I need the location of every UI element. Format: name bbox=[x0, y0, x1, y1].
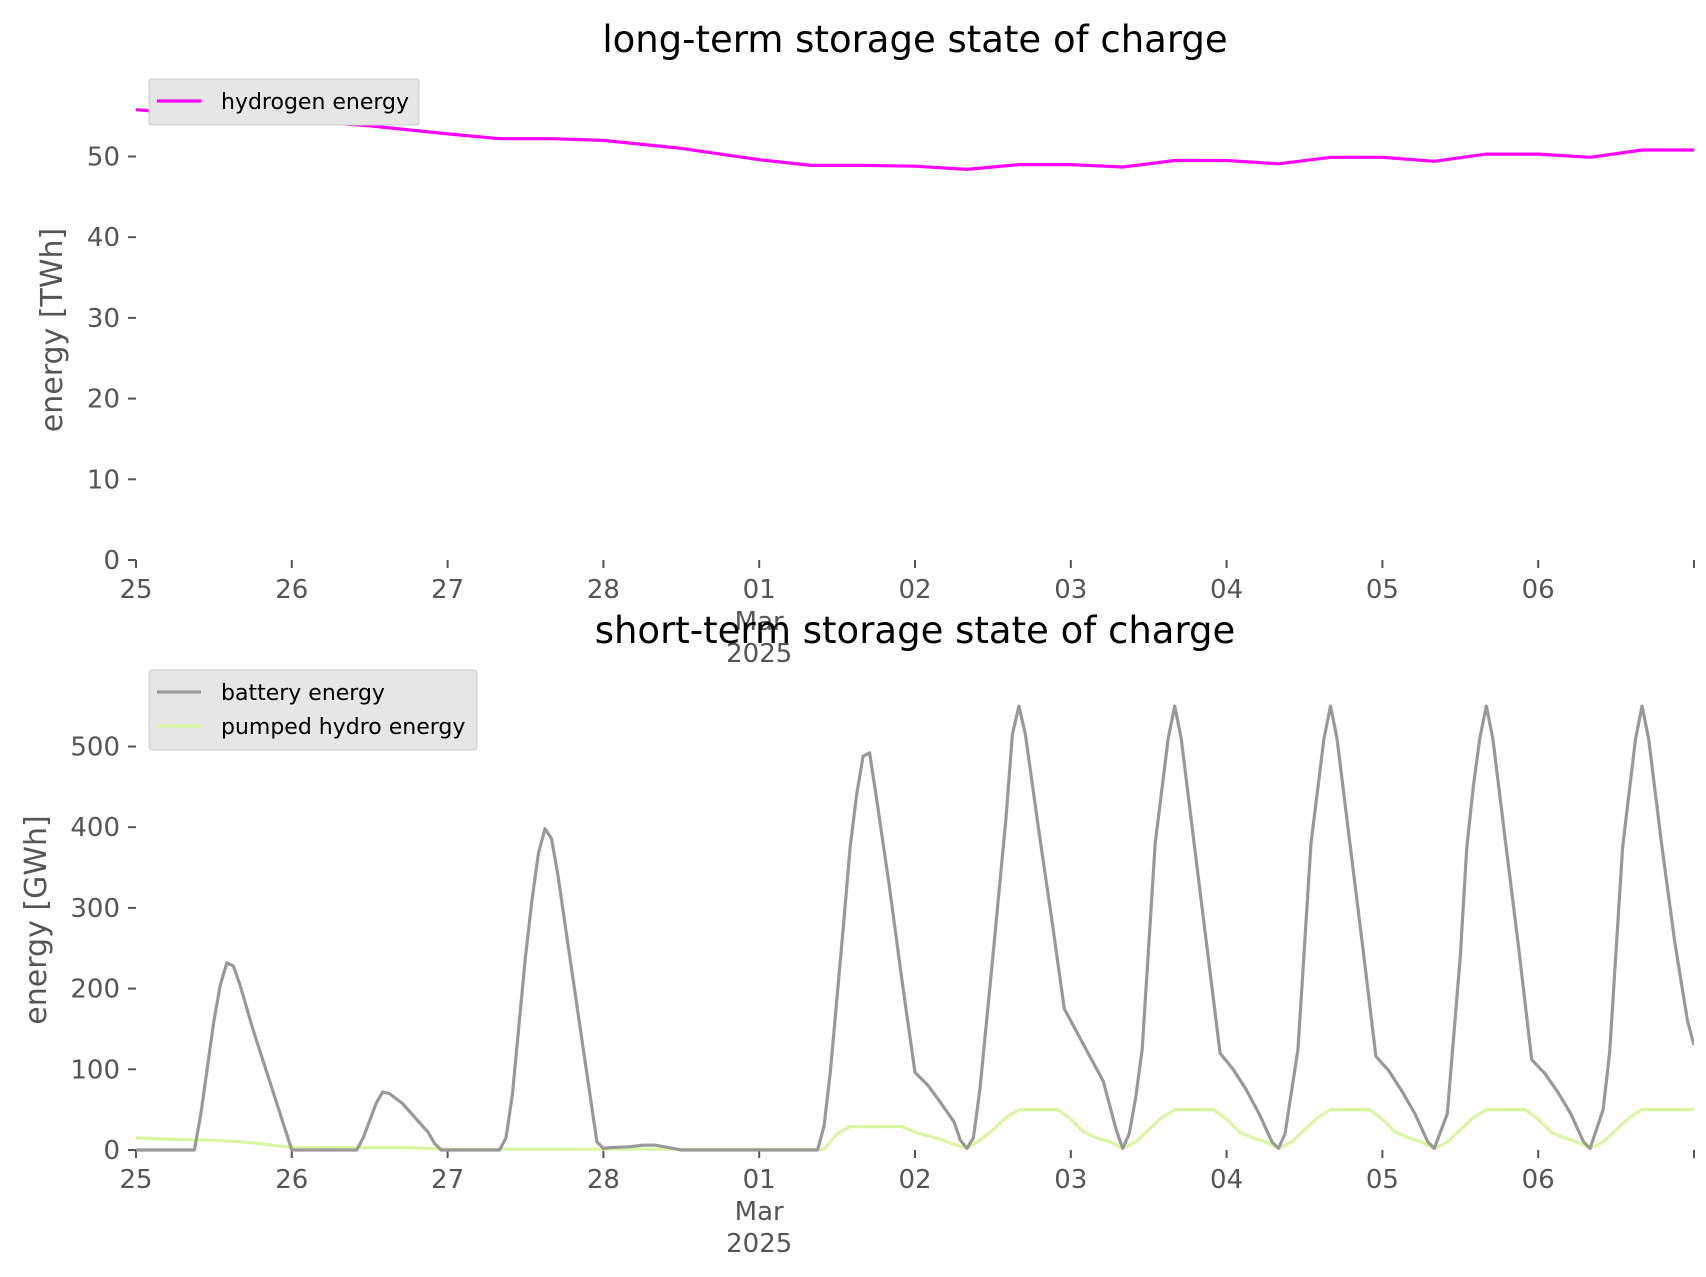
series-line-battery-energy bbox=[136, 704, 1694, 1152]
y-tick-label: 40 bbox=[87, 223, 120, 253]
x-tick-label: 04 bbox=[1210, 575, 1243, 605]
x-tick-label: 03 bbox=[1054, 1165, 1087, 1195]
chart-title: short-term storage state of charge bbox=[595, 609, 1236, 652]
x-tick-label: 25 bbox=[119, 575, 152, 605]
x-tick-label: 02 bbox=[898, 575, 931, 605]
chart-panel-2: short-term storage state of charge energy… bbox=[19, 609, 1695, 1259]
x-tick-year-label: 2025 bbox=[726, 1229, 792, 1259]
x-tick-label: 01 bbox=[743, 575, 776, 605]
legend-label: hydrogen energy bbox=[221, 90, 409, 115]
x-tick-label: 02 bbox=[898, 1165, 931, 1195]
y-tick-label: 30 bbox=[87, 304, 120, 334]
legend: battery energy pumped hydro energy bbox=[148, 669, 478, 751]
chart-panel-1: long-term storage state of charge energy … bbox=[35, 18, 1695, 669]
x-tick-year-label: 2025 bbox=[726, 639, 792, 669]
y-tick-label: 500 bbox=[70, 732, 120, 762]
y-tick-label: 100 bbox=[70, 1055, 120, 1085]
legend-box bbox=[148, 669, 478, 751]
x-tick-label: 25 bbox=[119, 1165, 152, 1195]
y-axis-label: energy [TWh] bbox=[35, 228, 70, 432]
legend-label: battery energy bbox=[221, 681, 385, 706]
x-tick-label: 05 bbox=[1366, 575, 1399, 605]
legend-box bbox=[148, 78, 420, 126]
y-tick-label: 10 bbox=[87, 465, 120, 495]
x-tick-label: 01 bbox=[743, 1165, 776, 1195]
y-axis-label: energy [GWh] bbox=[19, 815, 54, 1024]
y-tick-label: 0 bbox=[103, 1136, 120, 1166]
x-tick-label: 03 bbox=[1054, 575, 1087, 605]
x-tick-label: 28 bbox=[587, 1165, 620, 1195]
y-tick-label: 200 bbox=[70, 975, 120, 1005]
y-tick-label: 20 bbox=[87, 385, 120, 415]
y-tick-label: 0 bbox=[103, 546, 120, 576]
x-tick-label: 06 bbox=[1522, 1165, 1555, 1195]
x-tick-label: 27 bbox=[431, 1165, 464, 1195]
series-line-pumped-hydro-energy bbox=[136, 1108, 1694, 1151]
x-tick-label: 26 bbox=[275, 575, 308, 605]
x-tick-month-label: Mar bbox=[735, 1197, 784, 1227]
legend-label: pumped hydro energy bbox=[221, 715, 465, 740]
x-tick-label: 26 bbox=[275, 1165, 308, 1195]
y-tick-label: 300 bbox=[70, 894, 120, 924]
y-tick-label: 400 bbox=[70, 813, 120, 843]
x-tick-label: 28 bbox=[587, 575, 620, 605]
x-tick-month-label: Mar bbox=[735, 607, 784, 637]
x-tick-label: 06 bbox=[1522, 575, 1555, 605]
x-tick-label: 05 bbox=[1366, 1165, 1399, 1195]
y-tick-label: 50 bbox=[87, 142, 120, 172]
series-line-hydrogen-energy bbox=[136, 108, 1694, 171]
x-tick-label: 04 bbox=[1210, 1165, 1243, 1195]
x-tick-label: 27 bbox=[431, 575, 464, 605]
chart-title: long-term storage state of charge bbox=[602, 18, 1227, 61]
legend: hydrogen energy bbox=[148, 78, 420, 126]
